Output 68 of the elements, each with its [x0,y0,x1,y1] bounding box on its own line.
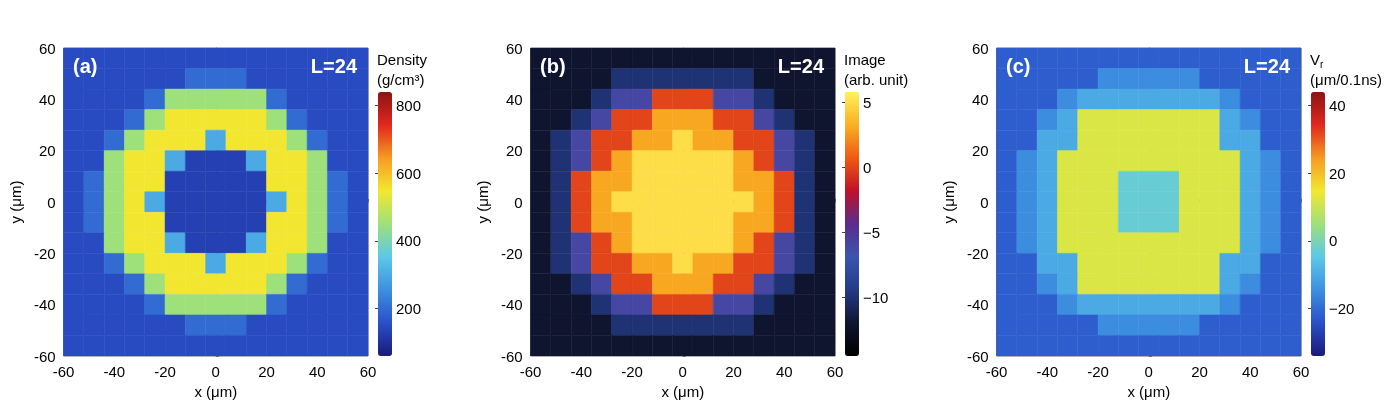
color-bar-label: −5 [863,223,881,241]
x-axis-title: x (μm) [194,382,238,400]
color-bar-title: Density (g/cm³) [377,50,428,88]
x-axis-title: x (μm) [1127,382,1171,400]
y-tick-label: 60 [505,39,523,57]
x-tick-label: -60 [52,363,75,380]
color-bar-label: 40 [1329,97,1346,115]
annotation: (b) [540,55,566,77]
annotation: (a) [73,55,98,77]
y-tick-label: -40 [33,296,56,314]
x-tick-label: -60 [985,363,1008,380]
color-bar-label: 200 [396,300,422,318]
y-tick-label: -60 [500,347,523,365]
y-tick-label: -20 [966,244,989,262]
y-tick-label: 20 [971,142,989,160]
y-tick-label: 40 [971,90,989,108]
x-axis-title: x (μm) [661,382,705,400]
x-tick-label: 20 [1191,363,1208,380]
annotation: L=24 [310,55,358,77]
x-tick-label: -40 [1036,363,1059,380]
x-tick-label: 40 [775,363,793,380]
x-tick-label: 60 [1292,363,1310,380]
color-bar-label: 600 [396,164,422,182]
y-tick-label: 60 [971,39,989,57]
y-axis-title: y (μm) [7,180,24,224]
y-tick-label: -60 [33,347,56,365]
x-tick-label: 60 [826,363,844,380]
x-tick-label: 0 [678,363,687,380]
x-tick-label: 20 [258,363,275,380]
y-tick-label: -60 [966,347,989,365]
y-tick-label: -20 [33,244,56,262]
y-tick-label: -40 [500,296,523,314]
x-tick-label: 0 [1144,363,1153,380]
y-tick-label: -40 [966,296,989,314]
y-tick-label: 40 [38,90,56,108]
annotation: L=24 [1243,55,1291,77]
y-tick-label: 0 [980,193,989,211]
x-tick-label: 0 [211,363,220,380]
annotation: (c) [1006,55,1031,77]
color-bar-label: 5 [863,93,872,111]
color-bar-label: 0 [863,158,872,176]
x-tick-label: -20 [1087,363,1109,380]
color-bar-title: Image (arb. unit) [844,50,909,88]
color-bar-label: 20 [1329,164,1346,182]
y-tick-label: 20 [38,142,56,160]
x-tick-label: -20 [154,363,176,380]
x-tick-label: 20 [725,363,742,380]
x-tick-label: -20 [621,363,643,380]
annotation: L=24 [777,55,825,77]
color-bar-label: 400 [396,232,422,250]
x-tick-label: -40 [570,363,593,380]
x-tick-label: -40 [103,363,126,380]
y-axis-title: y (μm) [940,180,957,224]
y-tick-label: 20 [505,142,523,160]
color-bar-label: 800 [396,97,422,115]
x-tick-label: 40 [1241,363,1259,380]
color-bar-label: −10 [863,288,889,306]
y-tick-label: 0 [514,193,523,211]
y-tick-label: 40 [505,90,523,108]
x-tick-label: -60 [519,363,542,380]
x-tick-label: 40 [308,363,326,380]
y-axis-title: y (μm) [474,180,491,224]
y-tick-label: -20 [500,244,523,262]
y-tick-label: 60 [38,39,56,57]
y-tick-label: 0 [47,193,56,211]
color-bar-label: 0 [1329,232,1338,250]
x-tick-label: 60 [359,363,377,380]
color-bar-label: −20 [1329,300,1355,318]
